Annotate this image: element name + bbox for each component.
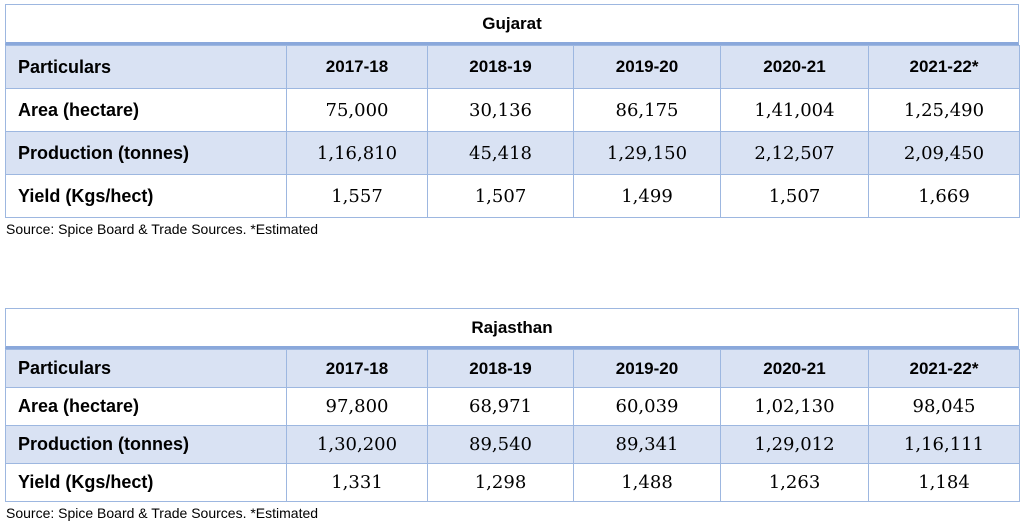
table-cell: 1,16,810 [286,131,428,175]
table-cell: 1,507 [427,174,574,218]
table-row: Area (hectare) 97,800 68,971 60,039 1,02… [5,387,1020,426]
header-row: Particulars 2017-18 2018-19 2019-20 2020… [5,45,1020,89]
table-cell: 1,669 [868,174,1020,218]
table-cell: 1,184 [868,463,1020,502]
table-cell: 68,971 [427,387,574,426]
table-cell: 45,418 [427,131,574,175]
table-row: Production (tonnes) 1,16,810 45,418 1,29… [5,131,1020,175]
column-header: 2017-18 [286,349,428,388]
column-header: 2018-19 [427,45,574,89]
table-cell: 2,12,507 [720,131,869,175]
column-header: 2018-19 [427,349,574,388]
row-label: Yield (Kgs/hect) [5,463,287,502]
table-cell: 1,41,004 [720,88,869,132]
column-header: Particulars [5,45,287,89]
column-header: 2020-21 [720,45,869,89]
table-cell: 1,30,200 [286,425,428,464]
column-header: 2020-21 [720,349,869,388]
row-label: Production (tonnes) [5,425,287,464]
table-cell: 1,298 [427,463,574,502]
table-cell: 2,09,450 [868,131,1020,175]
gujarat-table-block: Gujarat Particulars 2017-18 2018-19 2019… [5,4,1020,237]
source-note: Source: Spice Board & Trade Sources. *Es… [6,505,319,521]
row-label: Area (hectare) [5,387,287,426]
table-cell: 1,29,012 [720,425,869,464]
table-row: Production (tonnes) 1,30,200 89,540 89,3… [5,425,1020,464]
table-cell: 75,000 [286,88,428,132]
table-cell: 30,136 [427,88,574,132]
source-note: Source: Spice Board & Trade Sources. *Es… [6,221,319,237]
table-cell: 89,341 [573,425,721,464]
table-cell: 97,800 [286,387,428,426]
column-header: Particulars [5,349,287,388]
data-table: Particulars 2017-18 2018-19 2019-20 2020… [5,45,1020,218]
table-title: Gujarat [5,4,1019,45]
row-label: Production (tonnes) [5,131,287,175]
table-cell: 1,488 [573,463,721,502]
table-cell: 89,540 [427,425,574,464]
table-cell: 1,29,150 [573,131,721,175]
rajasthan-table-block: Rajasthan Particulars 2017-18 2018-19 20… [5,308,1020,521]
table-row: Area (hectare) 75,000 30,136 86,175 1,41… [5,88,1020,132]
table-cell: 1,16,111 [868,425,1020,464]
column-header: 2021-22* [868,349,1020,388]
table-cell: 1,331 [286,463,428,502]
table-cell: 98,045 [868,387,1020,426]
data-table: Particulars 2017-18 2018-19 2019-20 2020… [5,349,1020,502]
table-cell: 1,02,130 [720,387,869,426]
column-header: 2019-20 [573,349,721,388]
header-row: Particulars 2017-18 2018-19 2019-20 2020… [5,349,1020,388]
table-cell: 1,557 [286,174,428,218]
table-cell: 1,263 [720,463,869,502]
table-cell: 86,175 [573,88,721,132]
table-title: Rajasthan [5,308,1019,349]
table-cell: 1,25,490 [868,88,1020,132]
row-label: Yield (Kgs/hect) [5,174,287,218]
table-cell: 1,499 [573,174,721,218]
row-label: Area (hectare) [5,88,287,132]
table-cell: 60,039 [573,387,721,426]
table-row: Yield (Kgs/hect) 1,331 1,298 1,488 1,263… [5,463,1020,502]
column-header: 2021-22* [868,45,1020,89]
table-row: Yield (Kgs/hect) 1,557 1,507 1,499 1,507… [5,174,1020,218]
table-cell: 1,507 [720,174,869,218]
column-header: 2017-18 [286,45,428,89]
column-header: 2019-20 [573,45,721,89]
